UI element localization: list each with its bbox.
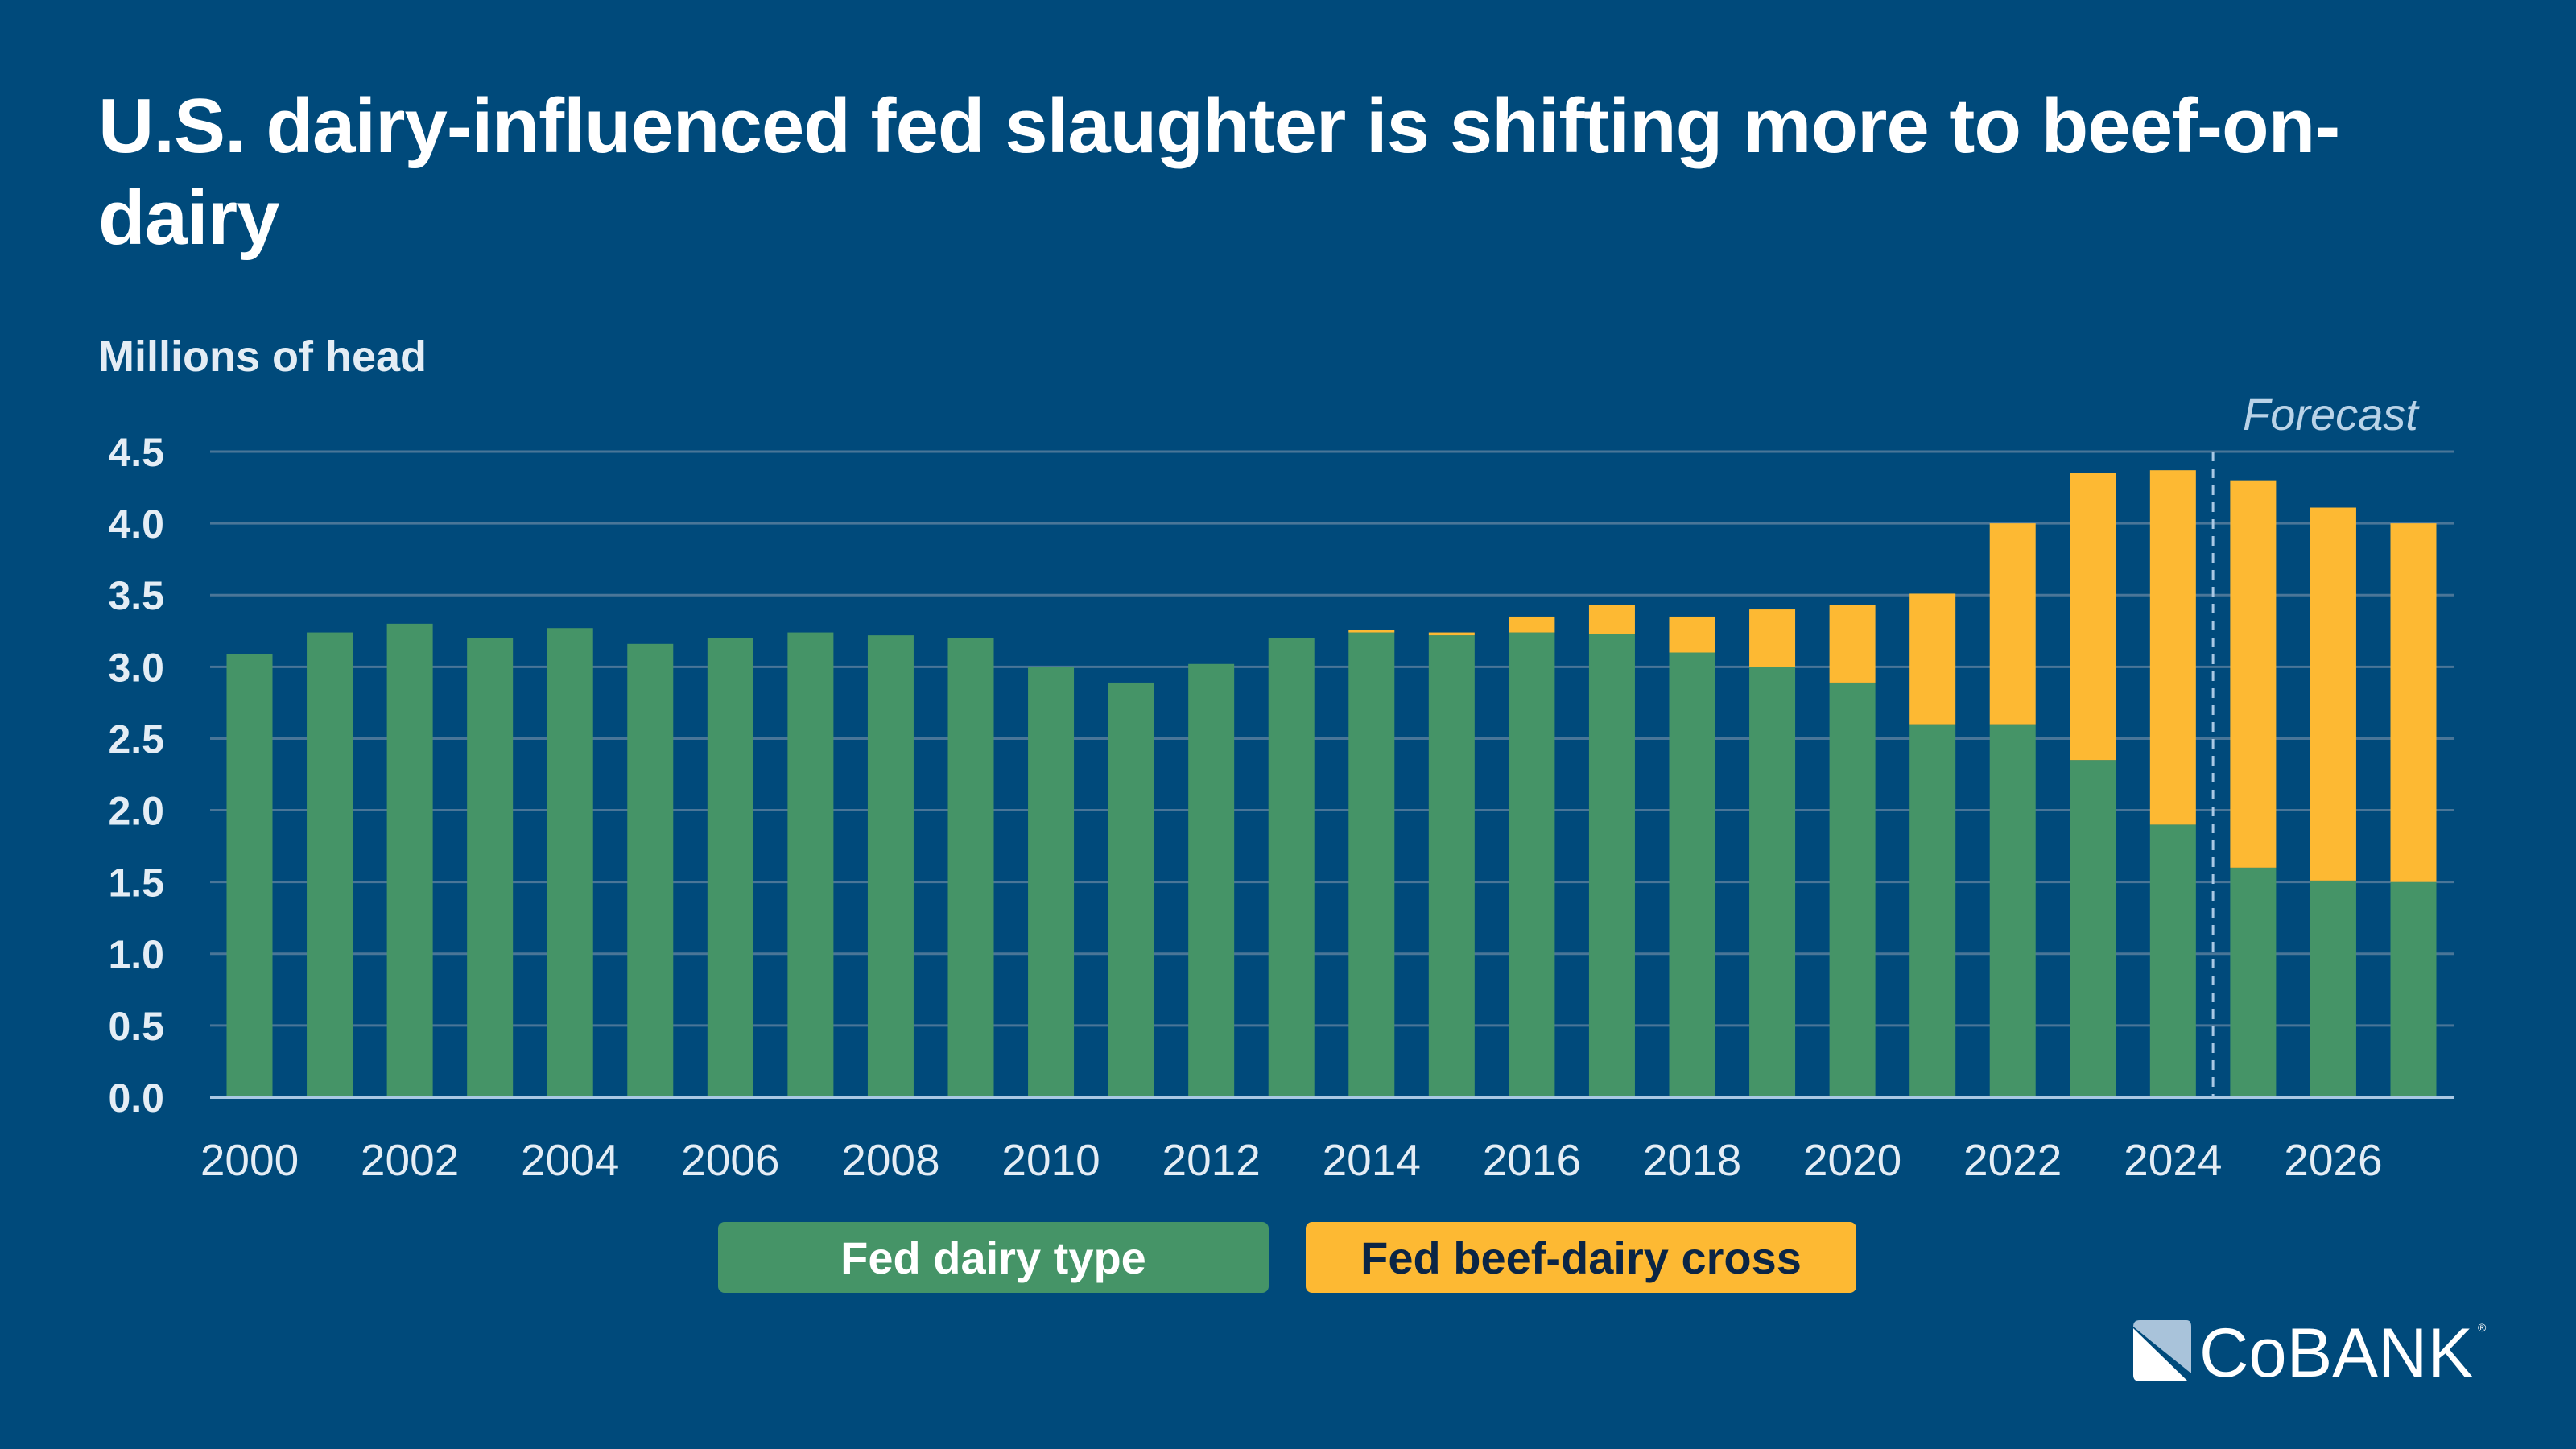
bar-fed-dairy-type-2019: [1749, 667, 1796, 1097]
bar-fed-dairy-type-2020: [1829, 682, 1876, 1097]
bar-fed-beef-dairy-cross-2027: [2390, 523, 2437, 882]
cobank-logo: CoBANK ®: [2133, 1320, 2487, 1381]
bar-fed-beef-dairy-cross-2018: [1669, 616, 1715, 653]
bar-fed-dairy-type-2021: [1909, 724, 1956, 1097]
y-axis-label: Millions of head: [98, 332, 427, 381]
bar-fed-beef-dairy-cross-2024: [2149, 470, 2196, 825]
bar-fed-dairy-type-2006: [707, 638, 753, 1097]
bar-fed-dairy-type-2004: [547, 628, 593, 1097]
bar-fed-dairy-type-2001: [307, 632, 353, 1097]
x-tick-label: 2026: [2284, 1135, 2382, 1185]
x-tick-label: 2004: [521, 1135, 619, 1185]
bar-fed-beef-dairy-cross-2026: [2310, 507, 2356, 881]
x-tick-label: 2018: [1643, 1135, 1741, 1185]
bar-fed-dairy-type-2005: [627, 643, 674, 1097]
x-tick-label: 2002: [361, 1135, 459, 1185]
forecast-annotation: Forecast: [2243, 389, 2418, 440]
bar-fed-dairy-type-2022: [1989, 724, 2036, 1097]
x-tick-label: 2014: [1323, 1135, 1421, 1185]
bar-fed-dairy-type-2017: [1588, 634, 1635, 1097]
x-tick-label: 2020: [1803, 1135, 1901, 1185]
bar-fed-beef-dairy-cross-2022: [1989, 523, 2036, 724]
bar-fed-dairy-type-2018: [1669, 652, 1715, 1097]
legend-fed-dairy-type: Fed dairy type: [718, 1222, 1269, 1293]
bar-fed-beef-dairy-cross-2021: [1909, 593, 1956, 724]
legend-fed-beef-dairy-cross: Fed beef-dairy cross: [1306, 1222, 1856, 1293]
bar-fed-beef-dairy-cross-2023: [2070, 473, 2116, 761]
y-tick-label: 2.0: [108, 789, 164, 834]
bar-fed-dairy-type-2007: [787, 632, 834, 1097]
bar-fed-dairy-type-2026: [2310, 880, 2356, 1097]
bar-fed-dairy-type-2015: [1428, 635, 1475, 1097]
bar-fed-dairy-type-2013: [1268, 638, 1315, 1097]
bar-fed-dairy-type-2000: [226, 654, 273, 1097]
y-tick-label: 1.0: [108, 932, 164, 977]
bar-fed-beef-dairy-cross-2019: [1749, 609, 1796, 667]
x-tick-label: 2010: [1001, 1135, 1100, 1185]
x-tick-label: 2022: [1963, 1135, 2062, 1185]
bar-fed-beef-dairy-cross-2014: [1348, 629, 1395, 633]
bar-fed-beef-dairy-cross-2020: [1829, 605, 1876, 683]
x-tick-label: 2016: [1483, 1135, 1581, 1185]
bar-fed-dairy-type-2009: [947, 638, 994, 1097]
bar-fed-dairy-type-2011: [1108, 682, 1154, 1097]
x-tick-label: 2008: [841, 1135, 939, 1185]
bar-fed-beef-dairy-cross-2016: [1509, 616, 1555, 633]
bar-fed-dairy-type-2003: [467, 638, 514, 1097]
bar-fed-dairy-type-2008: [867, 635, 914, 1097]
bar-fed-beef-dairy-cross-2025: [2230, 480, 2277, 868]
svg-text:®: ®: [2478, 1321, 2487, 1334]
x-tick-label: 2012: [1162, 1135, 1260, 1185]
bar-fed-dairy-type-2023: [2070, 760, 2116, 1097]
y-tick-label: 3.5: [108, 573, 164, 618]
y-tick-label: 4.0: [108, 502, 164, 547]
bar-fed-dairy-type-2012: [1188, 663, 1235, 1097]
x-tick-label: 2006: [681, 1135, 779, 1185]
bar-fed-dairy-type-2016: [1509, 632, 1555, 1097]
bar-fed-beef-dairy-cross-2017: [1588, 605, 1635, 634]
bar-fed-dairy-type-2010: [1028, 667, 1075, 1097]
y-tick-label: 1.5: [108, 861, 164, 906]
bar-fed-dairy-type-2024: [2149, 824, 2196, 1097]
bar-fed-dairy-type-2014: [1348, 632, 1395, 1097]
y-tick-label: 3.0: [108, 645, 164, 690]
y-tick-label: 4.5: [108, 430, 164, 475]
y-tick-label: 0.0: [108, 1075, 164, 1121]
bar-fed-beef-dairy-cross-2015: [1428, 632, 1475, 636]
y-tick-label: 2.5: [108, 716, 164, 762]
bar-fed-dairy-type-2027: [2390, 881, 2437, 1097]
x-tick-label: 2024: [2124, 1135, 2222, 1185]
y-tick-label: 0.5: [108, 1004, 164, 1049]
chart-title: U.S. dairy-influenced fed slaughter is s…: [98, 83, 2340, 261]
svg-text:CoBANK: CoBANK: [2199, 1320, 2473, 1381]
bar-fed-dairy-type-2025: [2230, 867, 2277, 1097]
x-tick-label: 2000: [200, 1135, 299, 1185]
bar-fed-dairy-type-2002: [386, 623, 433, 1097]
